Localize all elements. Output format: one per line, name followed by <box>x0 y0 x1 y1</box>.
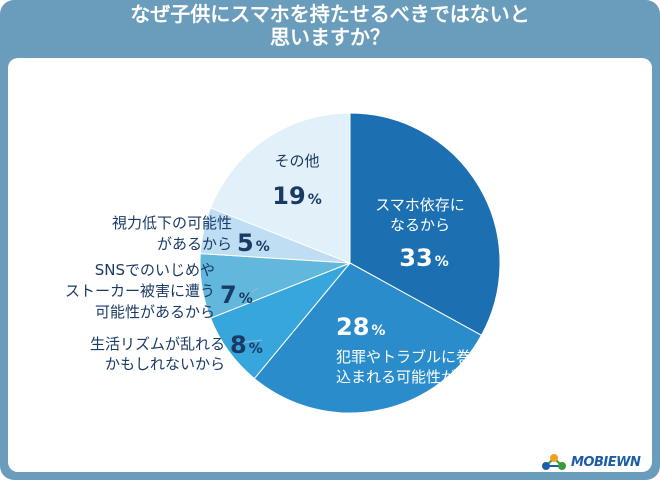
slice-value-percent-6: % <box>308 192 322 208</box>
pie-slice-1 <box>349 112 501 336</box>
pie-slice-6 <box>209 112 351 264</box>
slice-label-2-line-1: 犯罪やトラブルに巻き <box>336 348 486 366</box>
slice-label-5-line-1: 視力低下の可能性 <box>112 214 232 232</box>
slice-value-number-1: 33 <box>399 244 432 272</box>
slice-value-percent-5: % <box>256 239 270 255</box>
slice-label-1-line-2: なるから <box>390 216 450 234</box>
slice-label-3-line-1: 生活リズムが乱れる <box>90 335 225 353</box>
slice-value-percent-1: % <box>435 254 449 270</box>
pie-slice-2 <box>253 262 483 414</box>
slice-label-1-line-1: スマホ依存に <box>375 196 465 214</box>
slice-label-2-line-2: 込まれる可能性があるから <box>336 368 516 386</box>
slice-label-4-line-2: ストーカー被害に遭う <box>65 282 215 300</box>
slice-value-number-3: 8 <box>230 331 247 359</box>
slice-label-5-line-2: があるから <box>157 235 232 253</box>
slice-value-2: 28% <box>336 313 385 341</box>
slice-label-3-line-2: かもしれないから <box>105 355 225 373</box>
chart-title-line-2: 思いますか？ <box>270 25 390 49</box>
slice-label-4-line-3: 可能性があるから <box>95 303 215 321</box>
leader-line-3 <box>237 339 263 344</box>
slice-value-percent-4: % <box>239 291 253 307</box>
leader-line-5 <box>257 243 263 247</box>
slice-value-percent-2: % <box>371 323 385 339</box>
slice-value-1: 33% <box>399 244 448 272</box>
logo-molecule-icon <box>542 454 566 470</box>
slice-value-4: 7% <box>220 281 253 309</box>
mobiewn-logo: MOBIEWN <box>541 452 641 472</box>
leader-line-4 <box>251 287 259 293</box>
chart-title-line-1: なぜ子供にスマホを持たせるべきではないと <box>130 2 530 26</box>
slice-value-3: 8% <box>230 331 263 359</box>
logo-text: MOBIEWN <box>571 454 641 470</box>
slice-value-number-4: 7 <box>220 281 237 309</box>
slice-label-6-line-1: その他 <box>274 152 319 170</box>
slice-value-number-5: 5 <box>237 229 254 257</box>
slice-label-4-line-1: SNSでのいじめや <box>95 261 215 279</box>
slice-label-6: その他 19% <box>272 152 321 210</box>
slice-value-5: 5% <box>237 229 270 257</box>
chart-title: なぜ子供にスマホを持たせるべきではないと 思いますか？ <box>0 3 660 49</box>
slice-value-number-2: 28 <box>336 313 369 341</box>
slice-value-number-6: 19 <box>272 182 305 210</box>
slice-value-percent-3: % <box>249 341 263 357</box>
slice-value-6: 19% <box>272 182 321 210</box>
